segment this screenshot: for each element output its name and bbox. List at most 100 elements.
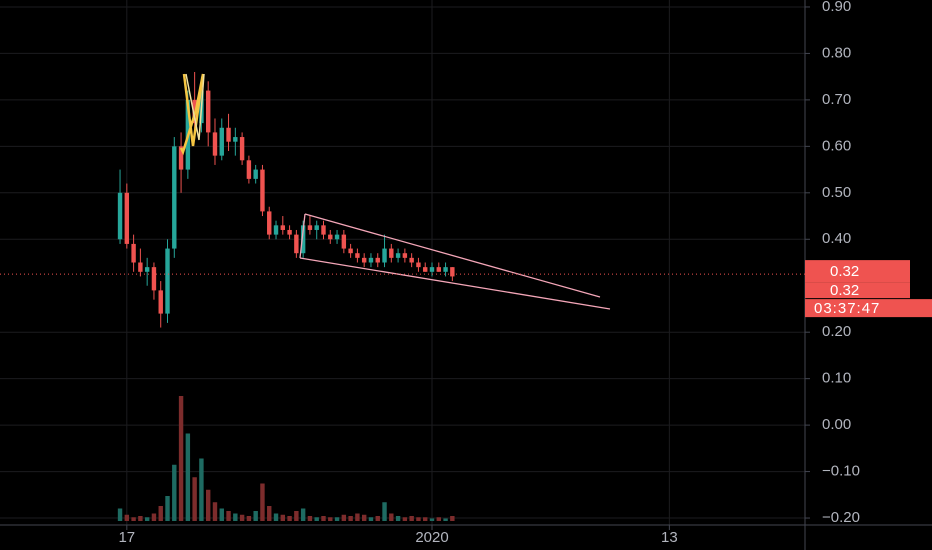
countdown-label: 03:37:47: [814, 300, 880, 317]
candle-body: [280, 225, 286, 230]
volume-bar: [300, 508, 306, 521]
candle-body: [131, 243, 136, 263]
candle-body: [382, 248, 387, 263]
volume-bar: [199, 458, 204, 521]
volume-bar: [233, 513, 238, 521]
candle-body: [300, 225, 306, 254]
volume-bar: [382, 502, 387, 521]
volume-bar: [348, 516, 353, 521]
candle-body: [416, 262, 421, 268]
volume-bar: [328, 517, 333, 521]
candle-body: [273, 225, 279, 235]
volume-bar: [205, 489, 211, 521]
volume-bar: [273, 513, 279, 521]
candle-body: [212, 132, 218, 156]
volume-bar: [321, 516, 326, 521]
trendline: [304, 213, 601, 298]
volume-bar: [185, 433, 191, 521]
candle-body: [158, 290, 163, 314]
price-marker-box: [805, 260, 910, 283]
candle-body: [341, 234, 347, 249]
candle-body: [117, 192, 123, 240]
volume-bar: [239, 514, 245, 521]
volume-bar: [287, 516, 292, 521]
candle-body: [450, 267, 455, 277]
candle-body: [314, 225, 319, 230]
candle-body: [328, 234, 333, 240]
volume-bar: [280, 514, 286, 521]
drawing: [185, 73, 205, 141]
candle-body: [287, 229, 292, 235]
volume-bar: [341, 514, 347, 521]
candle-body: [436, 267, 441, 272]
volume-bar: [389, 513, 394, 521]
trendline: [299, 257, 611, 310]
countdown-box: [805, 299, 932, 318]
volume-bar: [375, 516, 380, 521]
volume-bar: [253, 511, 258, 521]
volume-bar: [144, 517, 150, 521]
candle-body: [267, 211, 272, 235]
volume-bar: [355, 513, 360, 521]
candle-body: [165, 248, 170, 314]
y-tick-label: −0.20: [822, 509, 860, 526]
volume-bar: [178, 396, 184, 521]
y-tick-label: 0.00: [822, 416, 851, 433]
candle-body: [334, 234, 340, 240]
candle-body: [138, 262, 143, 272]
volume-bar: [450, 516, 455, 521]
volume-bar: [131, 517, 136, 521]
volume-bar: [260, 483, 265, 521]
volume-bar: [402, 517, 408, 521]
candle-body: [355, 253, 360, 258]
candle-body: [307, 225, 313, 230]
volume-bar: [423, 517, 428, 521]
candle-body: [219, 127, 224, 156]
volume-bar: [443, 518, 448, 521]
candle-body: [443, 267, 448, 272]
candle-body: [429, 267, 435, 272]
volume-bar: [409, 516, 414, 521]
y-tick-label: 0.90: [822, 0, 851, 15]
candle-body: [253, 169, 258, 179]
candle-body: [151, 267, 157, 291]
volume-bar: [165, 496, 170, 521]
volume-bar: [151, 513, 157, 521]
volume-bar: [334, 517, 340, 521]
candle-body: [402, 253, 408, 258]
volume-layer: [117, 396, 455, 521]
y-tick-label: 0.20: [822, 323, 851, 340]
candle-body: [226, 127, 231, 142]
candle-body: [375, 257, 380, 263]
volume-bar: [436, 517, 441, 521]
candle-body: [124, 192, 130, 244]
candle-body: [409, 257, 414, 263]
volume-bar: [212, 502, 218, 521]
volume-bar: [138, 516, 143, 521]
price-marker-label: 0.32: [830, 263, 859, 280]
volume-bar: [172, 464, 177, 521]
volume-bar: [117, 508, 123, 521]
volume-bar: [429, 518, 435, 521]
volume-bar: [219, 508, 224, 521]
x-tick-label: 17: [118, 529, 135, 546]
volume-bar: [226, 511, 231, 521]
volume-bar: [246, 516, 252, 521]
trendline: [299, 213, 306, 259]
drawing: [179, 73, 205, 156]
candle-body: [144, 267, 150, 272]
volume-bar: [361, 514, 367, 521]
price-marker-label: 0.32: [830, 282, 859, 299]
volume-bar: [124, 514, 130, 521]
candle-body: [361, 257, 367, 263]
candle-body: [239, 137, 245, 161]
x-tick-label: 13: [661, 529, 678, 546]
volume-bar: [307, 516, 313, 521]
candle-body: [294, 234, 299, 254]
volume-bar: [416, 517, 421, 521]
candle-body: [368, 257, 374, 263]
